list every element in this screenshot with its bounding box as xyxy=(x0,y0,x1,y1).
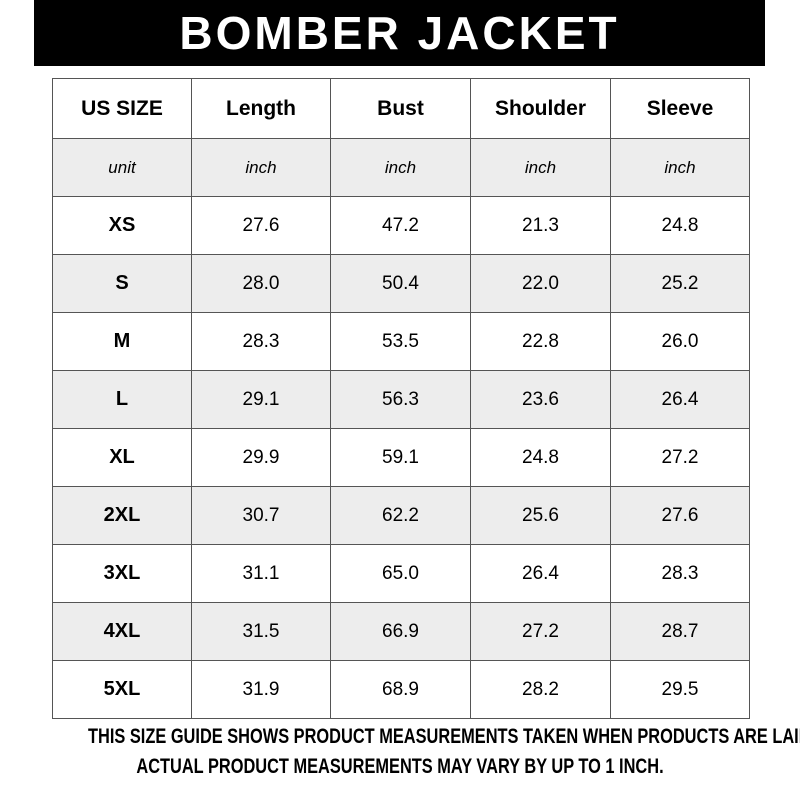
cell-length: 31.9 xyxy=(191,660,331,719)
cell-size: M xyxy=(52,312,192,371)
cell-bust: 47.2 xyxy=(330,196,471,255)
cell-size: S xyxy=(52,254,192,313)
unit-length: inch xyxy=(191,138,331,197)
cell-bust: 50.4 xyxy=(330,254,471,313)
cell-length: 28.0 xyxy=(191,254,331,313)
cell-size: 4XL xyxy=(52,602,192,661)
cell-shoulder: 22.0 xyxy=(470,254,611,313)
cell-sleeve: 27.6 xyxy=(610,486,750,545)
cell-length: 27.6 xyxy=(191,196,331,255)
size-chart-table: US SIZE Length Bust Shoulder Sleeve unit… xyxy=(52,78,750,719)
column-header-bust: Bust xyxy=(330,78,471,139)
cell-size: L xyxy=(52,370,192,429)
title-banner: BOMBER JACKET xyxy=(34,0,765,66)
column-header-us-size: US SIZE xyxy=(52,78,192,139)
unit-label: unit xyxy=(52,138,192,197)
unit-bust: inch xyxy=(330,138,471,197)
table-row: 3XL 31.1 65.0 26.4 28.3 xyxy=(52,544,750,603)
cell-sleeve: 29.5 xyxy=(610,660,750,719)
cell-length: 29.9 xyxy=(191,428,331,487)
cell-sleeve: 26.0 xyxy=(610,312,750,371)
table-body: unit inch inch inch inch XS 27.6 47.2 21… xyxy=(52,138,750,719)
table-row: 2XL 30.7 62.2 25.6 27.6 xyxy=(52,486,750,545)
cell-shoulder: 27.2 xyxy=(470,602,611,661)
table-unit-row: unit inch inch inch inch xyxy=(52,138,750,197)
cell-sleeve: 28.3 xyxy=(610,544,750,603)
column-header-length: Length xyxy=(191,78,331,139)
cell-bust: 68.9 xyxy=(330,660,471,719)
footer-line-1: THIS SIZE GUIDE SHOWS PRODUCT MEASUREMEN… xyxy=(88,725,800,748)
cell-shoulder: 22.8 xyxy=(470,312,611,371)
table-row: M 28.3 53.5 22.8 26.0 xyxy=(52,312,750,371)
table-row: S 28.0 50.4 22.0 25.2 xyxy=(52,254,750,313)
cell-length: 31.1 xyxy=(191,544,331,603)
cell-size: XL xyxy=(52,428,192,487)
column-header-shoulder: Shoulder xyxy=(470,78,611,139)
cell-length: 28.3 xyxy=(191,312,331,371)
cell-shoulder: 24.8 xyxy=(470,428,611,487)
unit-shoulder: inch xyxy=(470,138,611,197)
cell-bust: 62.2 xyxy=(330,486,471,545)
cell-shoulder: 28.2 xyxy=(470,660,611,719)
cell-bust: 59.1 xyxy=(330,428,471,487)
cell-size: 5XL xyxy=(52,660,192,719)
cell-bust: 53.5 xyxy=(330,312,471,371)
cell-shoulder: 26.4 xyxy=(470,544,611,603)
cell-size: 2XL xyxy=(52,486,192,545)
table-row: 5XL 31.9 68.9 28.2 29.5 xyxy=(52,660,750,719)
size-chart-table-container: US SIZE Length Bust Shoulder Sleeve unit… xyxy=(52,78,750,719)
cell-size: 3XL xyxy=(52,544,192,603)
cell-bust: 65.0 xyxy=(330,544,471,603)
table-row: L 29.1 56.3 23.6 26.4 xyxy=(52,370,750,429)
table-header-row: US SIZE Length Bust Shoulder Sleeve xyxy=(52,78,750,139)
cell-sleeve: 24.8 xyxy=(610,196,750,255)
cell-bust: 56.3 xyxy=(330,370,471,429)
cell-length: 30.7 xyxy=(191,486,331,545)
column-header-sleeve: Sleeve xyxy=(610,78,750,139)
cell-bust: 66.9 xyxy=(330,602,471,661)
footer-note: THIS SIZE GUIDE SHOWS PRODUCT MEASUREMEN… xyxy=(0,722,800,782)
cell-length: 29.1 xyxy=(191,370,331,429)
cell-shoulder: 21.3 xyxy=(470,196,611,255)
table-row: 4XL 31.5 66.9 27.2 28.7 xyxy=(52,602,750,661)
cell-sleeve: 25.2 xyxy=(610,254,750,313)
table-row: XS 27.6 47.2 21.3 24.8 xyxy=(52,196,750,255)
table-row: XL 29.9 59.1 24.8 27.2 xyxy=(52,428,750,487)
cell-shoulder: 25.6 xyxy=(470,486,611,545)
page-title: BOMBER JACKET xyxy=(179,7,620,59)
cell-shoulder: 23.6 xyxy=(470,370,611,429)
unit-sleeve: inch xyxy=(610,138,750,197)
footer-line-2: ACTUAL PRODUCT MEASUREMENTS MAY VARY BY … xyxy=(136,755,664,778)
cell-length: 31.5 xyxy=(191,602,331,661)
cell-sleeve: 27.2 xyxy=(610,428,750,487)
cell-size: XS xyxy=(52,196,192,255)
cell-sleeve: 28.7 xyxy=(610,602,750,661)
cell-sleeve: 26.4 xyxy=(610,370,750,429)
